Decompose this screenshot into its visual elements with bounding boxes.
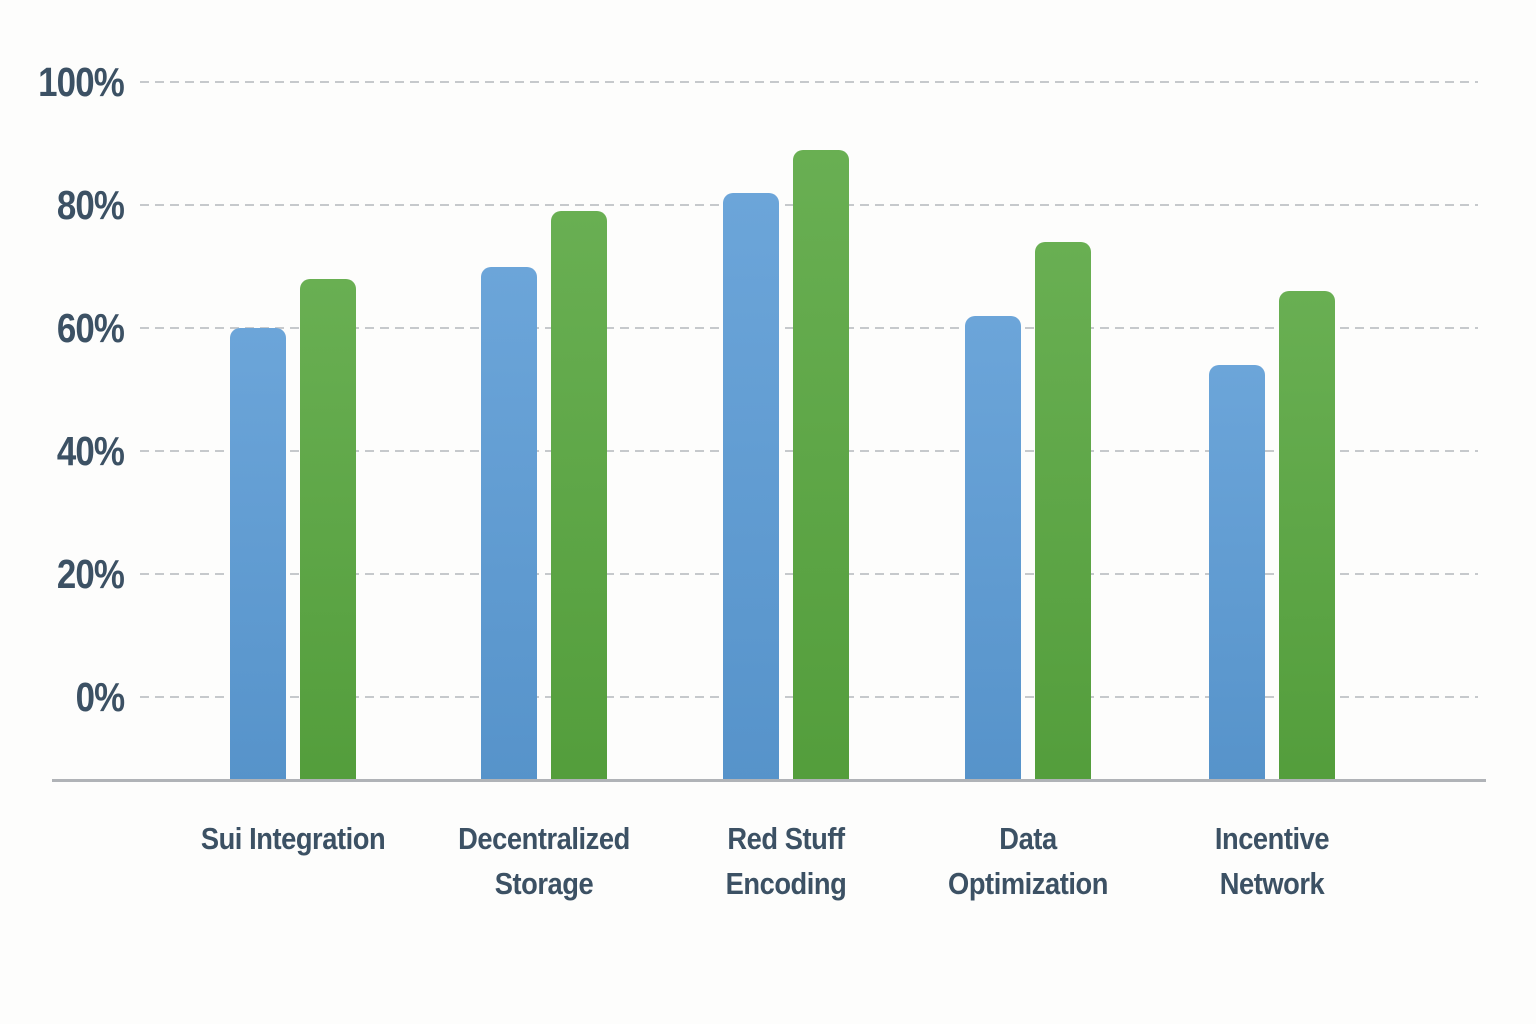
bar-blue-incentive-network [1209,364,1265,780]
x-axis-category-label-incentive-network: Incentive Network [1122,816,1422,906]
x-axis-category-label-line: Network [1219,866,1325,901]
bar-blue-decentralized-storage [481,266,537,780]
bar-green-sui-integration [300,278,356,780]
bar-green-data-optimization [1035,241,1091,780]
y-axis-tick-label-0: 0% [0,671,125,723]
x-axis-category-label-line: Data [999,821,1057,856]
y-axis-tick-label-20: 20% [0,548,125,600]
y-axis-tick-text: 60% [56,305,125,351]
x-axis-category-label-line: Sui Integration [200,821,386,856]
bar-green-red-stuff-encoding [793,149,849,780]
x-axis-category-label-line: Decentralized [458,821,630,856]
x-axis-category-label-line: Storage [494,866,594,901]
y-axis-tick-text: 0% [75,674,125,720]
x-axis-category-label-line: Red Stuff [727,821,845,856]
x-axis-category-label-line: Incentive [1214,821,1330,856]
bar-blue-sui-integration [230,328,286,780]
y-axis-tick-text: 20% [56,551,125,597]
x-axis-category-label-decentralized-storage: Decentralized Storage [394,816,694,906]
bar-blue-red-stuff-encoding [723,192,779,780]
y-axis-tick-label-60: 60% [0,302,125,354]
x-axis-category-label-red-stuff-encoding: Red Stuff Encoding [636,816,936,906]
x-axis-category-label-sui-integration: Sui Integration [143,816,443,861]
bar-green-decentralized-storage [551,211,607,780]
y-axis-tick-text: 40% [56,428,125,474]
y-axis-tick-text: 80% [56,182,125,228]
x-axis-baseline [52,779,1486,782]
x-axis-category-label-data-optimization: Data Optimization [878,816,1178,906]
y-axis-tick-label-40: 40% [0,425,125,477]
y-axis-tick-label-80: 80% [0,179,125,231]
bar-blue-data-optimization [965,315,1021,780]
bar-green-incentive-network [1279,291,1335,780]
gridline-100pct [140,81,1478,83]
x-axis-category-label-line: Encoding [725,866,847,901]
x-axis-category-label-line: Optimization [948,866,1108,901]
y-axis-tick-text: 100% [38,59,125,105]
y-axis-tick-label-100: 100% [0,56,125,108]
